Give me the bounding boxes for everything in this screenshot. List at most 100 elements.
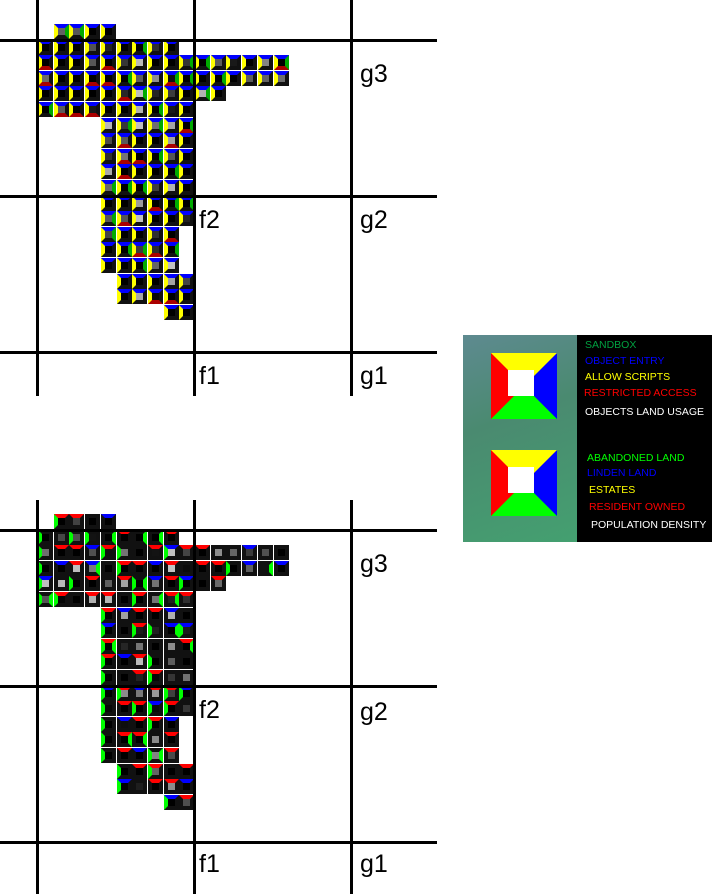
parcel-tile xyxy=(116,226,132,242)
parcel-tile xyxy=(147,289,163,305)
parcel-tile xyxy=(132,654,148,670)
parcel-tile xyxy=(116,592,132,607)
parcel-tile xyxy=(38,545,53,561)
parcel-tile xyxy=(179,576,195,592)
parcel-tile xyxy=(163,701,179,717)
parcel-tile xyxy=(147,638,163,654)
parcel-tile xyxy=(69,102,85,117)
parcel-tile xyxy=(179,304,195,320)
parcel-tile xyxy=(116,560,132,576)
parcel-tile xyxy=(100,592,116,607)
parcel-tile xyxy=(163,654,179,670)
parcel-tile xyxy=(100,607,116,623)
parcel-tile xyxy=(179,273,195,289)
grid-line xyxy=(36,0,39,396)
parcel-tile xyxy=(69,560,85,576)
parcel-tile xyxy=(116,117,132,133)
region-label-g2: g2 xyxy=(360,206,388,234)
parcel-tile xyxy=(147,716,163,732)
grid-line xyxy=(0,529,437,532)
parcel-tile xyxy=(257,70,273,86)
parcel-tile xyxy=(132,258,148,273)
parcel-tile xyxy=(163,117,179,133)
parcel-tile xyxy=(147,164,163,180)
parcel-tile xyxy=(147,592,163,607)
parcel-tile xyxy=(69,70,85,86)
parcel-tile xyxy=(147,226,163,242)
parcel-tile xyxy=(116,242,132,258)
region-label-g3: g3 xyxy=(360,60,388,88)
parcel-tile xyxy=(100,623,116,639)
parcel-tile xyxy=(132,748,148,763)
parcel-tile xyxy=(100,180,116,195)
parcel-tile xyxy=(179,654,195,670)
grid-line xyxy=(0,351,437,354)
parcel-tile xyxy=(179,545,195,561)
parcel-tile xyxy=(179,86,195,102)
parcel-tile xyxy=(147,701,163,717)
parcel-tile xyxy=(116,102,132,117)
parcel-tile xyxy=(116,55,132,71)
parcel-tile xyxy=(273,560,289,576)
parcel-tile xyxy=(132,242,148,258)
parcel-tile xyxy=(53,576,69,592)
parcel-tile xyxy=(100,117,116,133)
parcel-tile xyxy=(179,794,195,810)
parcel-tile xyxy=(242,55,258,71)
parcel-tile xyxy=(85,592,101,607)
parcel-tile xyxy=(116,654,132,670)
parcel-tile xyxy=(147,763,163,779)
parcel-tile xyxy=(147,242,163,258)
parcel-tile xyxy=(226,545,242,561)
parcel-tile xyxy=(100,654,116,670)
parcel-tile xyxy=(132,716,148,732)
legend-item: ALLOW SCRIPTS xyxy=(585,371,671,383)
parcel-tile xyxy=(69,514,85,529)
parcel-tile xyxy=(100,102,116,117)
parcel-tile xyxy=(69,576,85,592)
parcel-tile xyxy=(116,763,132,779)
parcel-tile xyxy=(163,304,179,320)
parcel-tile xyxy=(163,180,179,195)
parcel-tile xyxy=(210,545,226,561)
parcel-tile xyxy=(100,701,116,717)
parcel-tile xyxy=(100,55,116,71)
parcel-tile xyxy=(179,763,195,779)
parcel-tile xyxy=(116,670,132,685)
parcel-tile xyxy=(147,258,163,273)
parcel-tile xyxy=(147,117,163,133)
parcel-tile xyxy=(147,102,163,117)
legend-item: RESIDENT OWNED xyxy=(589,501,686,513)
grid-line xyxy=(193,0,196,396)
parcel-tile xyxy=(100,24,116,39)
legend-text: SANDBOX OBJECT ENTRY ALLOW SCRIPTS RESTR… xyxy=(577,335,712,542)
parcel-tile xyxy=(163,133,179,149)
parcel-tile xyxy=(163,289,179,305)
parcel-tile xyxy=(179,623,195,639)
parcel-tile xyxy=(53,514,69,529)
parcel-tile xyxy=(132,289,148,305)
parcel-tile xyxy=(179,592,195,607)
region-label-g1: g1 xyxy=(360,362,388,390)
parcel-tile xyxy=(163,779,179,795)
parcel-tile xyxy=(163,732,179,748)
region-label-f2: f2 xyxy=(199,206,220,234)
grid-line xyxy=(0,195,437,198)
map-population: g3 f2 g2 f1 g1 xyxy=(0,490,440,894)
parcel-tile xyxy=(38,592,53,607)
parcel-tile xyxy=(100,258,116,273)
parcel-tile xyxy=(195,70,210,86)
parcel-tile xyxy=(100,514,116,529)
parcel-tile xyxy=(163,164,179,180)
parcel-tile xyxy=(147,133,163,149)
parcel-tile xyxy=(147,732,163,748)
parcel-tile xyxy=(147,779,163,795)
parcel-tile xyxy=(116,716,132,732)
parcel-tile xyxy=(179,133,195,149)
parcel-tile xyxy=(179,102,195,117)
region-label-f1: f1 xyxy=(199,850,220,878)
parcel-tile xyxy=(163,86,179,102)
parcel-tile xyxy=(85,55,101,71)
parcel-tile xyxy=(179,70,195,86)
grid-line xyxy=(350,0,353,396)
